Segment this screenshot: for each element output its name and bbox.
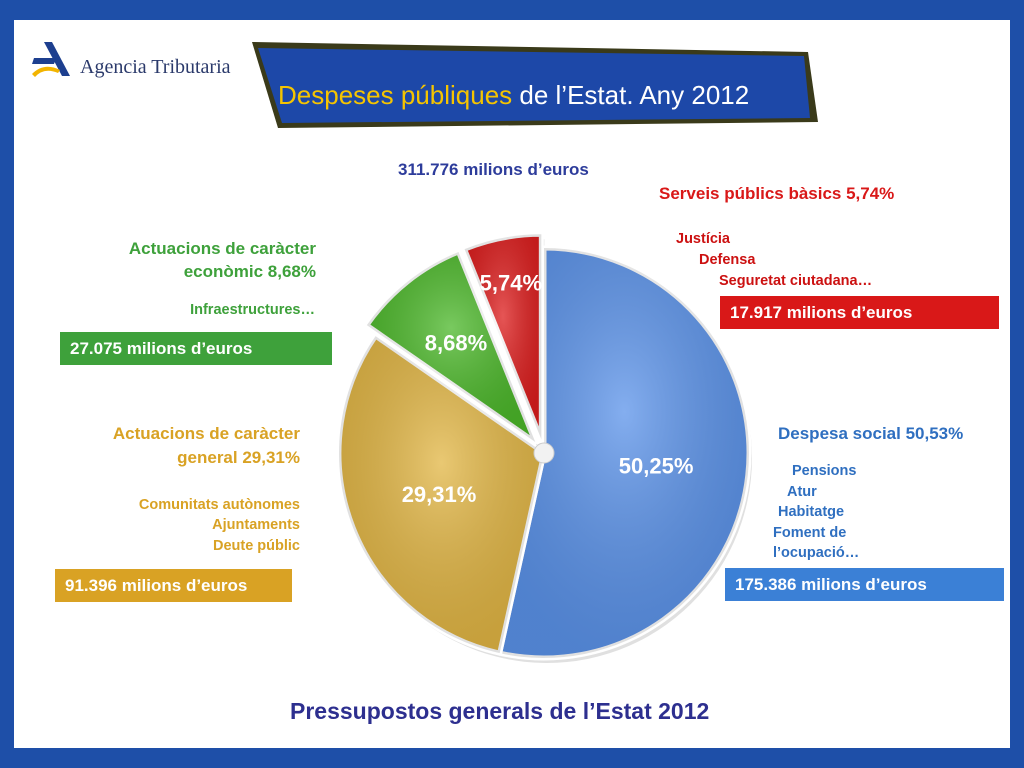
logo-text: Agencia Tributaria [80,56,231,78]
pie-center-dot [533,442,555,464]
pie-data-label: 5,74% [480,270,542,295]
pie-data-label: 29,31% [402,482,477,507]
social-amount-box: 175.386 milions d’euros [725,568,1004,601]
title-part-2: de l’Estat. Any 2012 [512,80,750,110]
basic-services-heading: Serveis públics bàsics 5,74% [659,184,895,203]
basic-item-justicia: Justícia [676,231,730,247]
pie-data-label: 50,25% [619,453,694,478]
social-item-habitatge: Habitatge [778,504,845,520]
social-item-foment: Foment de [773,525,847,541]
title-part-1: Despeses públiques [278,80,513,110]
pie-slice-gloss [338,336,544,654]
pie-data-label: 8,68% [425,331,487,356]
agencia-tributaria-logo-icon [32,42,70,77]
economic-heading-line1: Actuacions de caràcter [128,239,316,258]
general-heading-line2: general 29,31% [177,448,300,467]
economic-item-infraestructures: Infraestructures… [190,302,315,318]
total-amount: 311.776 milions d’euros [398,160,589,179]
economic-amount-box: 27.075 milions d’euros [60,332,332,365]
agencia-tributaria-logo: Agencia Tributaria [30,40,231,80]
pie-slice-gloss [366,251,536,443]
basic-item-defensa: Defensa [699,252,756,268]
general-amount-box: 91.396 milions d’euros [55,569,292,602]
footer-title: Pressupostos generals de l’Estat 2012 [290,698,710,724]
social-item-pensions: Pensions [792,463,857,479]
general-item-ajuntaments: Ajuntaments [212,517,300,533]
general-item-comunitats: Comunitats autònomes [138,497,300,513]
pie-slice-gloss [464,234,542,440]
economic-heading-line2: econòmic 8,68% [183,262,316,281]
title-banner: Despeses públiques de l’Estat. Any 2012 [248,40,820,132]
general-item-deute: Deute públic [212,538,300,554]
page-title: Despeses públiques de l’Estat. Any 2012 [278,80,749,111]
basic-amount-box: 17.917 milions d’euros [720,296,999,329]
pie-slice-gloss [499,248,750,658]
social-item-atur: Atur [787,484,817,500]
general-heading-line1: Actuacions de caràcter [112,424,300,443]
basic-item-seguretat: Seguretat ciutadana… [719,273,873,289]
social-item-ocupacio: l’ocupació… [773,545,860,561]
social-heading: Despesa social 50,53% [778,424,964,443]
